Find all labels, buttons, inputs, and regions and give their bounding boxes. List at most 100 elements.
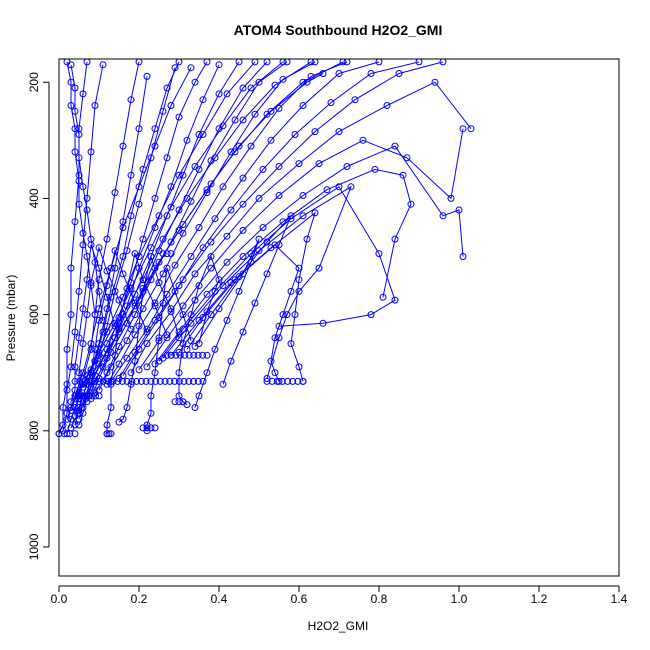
data-point xyxy=(107,430,115,438)
data-point xyxy=(223,316,231,324)
profile-line xyxy=(194,238,260,408)
data-point xyxy=(85,392,93,400)
profile-line xyxy=(70,64,104,321)
data-point xyxy=(87,148,95,156)
profile-18 xyxy=(135,125,467,374)
data-point xyxy=(239,328,247,336)
data-point xyxy=(175,398,183,406)
data-point xyxy=(167,305,175,313)
data-point xyxy=(391,235,399,243)
data-point xyxy=(91,102,99,109)
data-point xyxy=(295,160,303,168)
profile-line xyxy=(146,267,192,431)
chart-title: ATOM4 Southbound H2O2_GMI xyxy=(234,22,443,38)
data-point xyxy=(239,270,247,278)
data-point xyxy=(75,421,83,429)
x-axis: 0.0 0.2 0.4 0.6 0.8 1.0 1.2 1.4 xyxy=(51,585,628,606)
profile-line xyxy=(158,186,396,362)
data-point xyxy=(115,328,123,336)
x-tick-label: 1.2 xyxy=(531,592,548,606)
data-point xyxy=(403,154,411,162)
data-point xyxy=(171,64,179,72)
data-point xyxy=(185,351,193,359)
data-point xyxy=(195,282,203,290)
data-point xyxy=(71,412,79,420)
data-point xyxy=(135,125,143,133)
data-point xyxy=(199,351,207,359)
data-point xyxy=(59,404,67,411)
data-point xyxy=(155,212,163,220)
point-cluster xyxy=(103,430,115,438)
data-point xyxy=(127,325,135,333)
profile-line xyxy=(154,168,412,365)
data-point xyxy=(167,351,175,359)
data-point xyxy=(107,264,115,272)
data-point xyxy=(179,311,187,319)
profile-line xyxy=(106,251,168,434)
data-point xyxy=(179,276,187,284)
data-point xyxy=(203,290,211,298)
data-point xyxy=(180,377,188,385)
data-point xyxy=(75,287,83,295)
profile-line xyxy=(90,61,268,399)
data-point xyxy=(143,424,151,432)
data-point xyxy=(175,377,183,385)
data-point xyxy=(207,253,215,260)
data-point xyxy=(255,247,263,255)
data-point xyxy=(203,351,211,359)
data-point xyxy=(161,377,169,385)
point-cluster xyxy=(55,430,79,438)
data-point xyxy=(139,276,147,284)
data-point xyxy=(215,276,223,284)
data-point xyxy=(271,241,279,249)
data-point xyxy=(91,258,99,266)
profile-line xyxy=(122,61,444,376)
data-point xyxy=(163,331,171,339)
data-point xyxy=(275,334,283,342)
data-point xyxy=(299,192,307,199)
data-point xyxy=(99,328,107,336)
data-point xyxy=(167,102,175,109)
data-point xyxy=(163,351,171,359)
data-point xyxy=(83,206,91,214)
data-point xyxy=(223,232,231,240)
x-axis-label: H2O2_GMI xyxy=(308,619,369,633)
data-point xyxy=(239,116,247,124)
profile-line xyxy=(66,67,192,420)
data-point xyxy=(275,192,283,199)
data-point xyxy=(67,363,75,371)
data-point xyxy=(139,424,147,432)
data-point xyxy=(104,377,112,385)
data-point xyxy=(203,369,211,377)
data-point xyxy=(447,194,455,202)
data-point xyxy=(227,357,235,365)
data-point xyxy=(375,250,383,258)
y-tick-label: 400 xyxy=(27,188,41,208)
data-point xyxy=(299,102,307,109)
data-point xyxy=(115,418,123,426)
data-point xyxy=(163,84,171,92)
point-cluster xyxy=(71,377,207,385)
data-point xyxy=(107,404,115,411)
data-point xyxy=(175,282,183,290)
data-point xyxy=(139,305,147,313)
data-point xyxy=(295,287,303,295)
profile-line xyxy=(74,61,284,400)
data-point xyxy=(399,171,407,179)
data-point xyxy=(311,209,319,217)
profile-line xyxy=(118,61,420,379)
data-point xyxy=(151,302,159,310)
data-point xyxy=(135,183,143,191)
data-point xyxy=(287,287,295,295)
data-point xyxy=(455,206,463,214)
data-point xyxy=(299,212,307,220)
data-point xyxy=(147,392,155,400)
data-point xyxy=(167,183,175,191)
data-point xyxy=(103,340,111,348)
profile-17 xyxy=(127,78,475,377)
point-cluster xyxy=(171,398,187,406)
data-point xyxy=(103,293,111,301)
data-point xyxy=(159,250,167,258)
data-point xyxy=(259,224,267,231)
data-point xyxy=(151,369,159,377)
